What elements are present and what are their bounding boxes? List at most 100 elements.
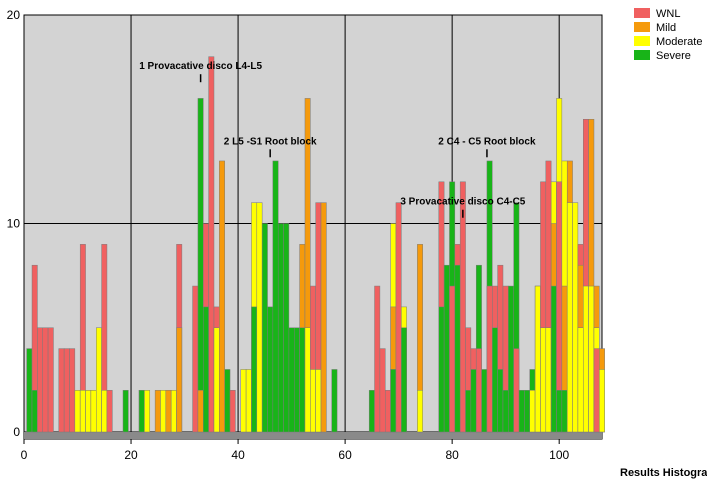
bar-wnl: [395, 202, 402, 433]
bar-severe: [26, 348, 33, 433]
bars-group: [26, 56, 605, 433]
bar-severe: [331, 369, 338, 433]
bar-wnl: [42, 327, 49, 433]
bar-moderate: [256, 202, 263, 433]
legend-swatch-moderate: [634, 36, 650, 46]
bar-wnl: [379, 348, 386, 433]
bar-wnl: [374, 285, 381, 433]
x-tick-label: 20: [124, 448, 138, 462]
annotations-group: 1 Provacative disco L4-L5 2 L5 -S1 Root b…: [139, 61, 536, 218]
bar-severe: [438, 306, 445, 433]
bar-severe: [368, 390, 375, 433]
bar-wnl: [63, 348, 70, 433]
legend-swatch-severe: [634, 50, 650, 60]
bar-severe: [470, 369, 477, 433]
y-tick-label: 10: [7, 217, 21, 231]
bar-severe: [556, 390, 563, 433]
bar-wnl: [459, 181, 466, 433]
bar-wnl: [593, 348, 600, 433]
bar-moderate: [529, 390, 536, 433]
bar-mild: [197, 390, 204, 433]
bar-severe: [203, 306, 209, 433]
bar-wnl: [58, 348, 65, 433]
bar-severe: [390, 369, 397, 433]
bar-severe: [550, 285, 557, 433]
bar-wnl: [192, 285, 199, 433]
bar-mild: [165, 390, 172, 433]
bar-severe: [251, 306, 258, 433]
bar-mild: [176, 327, 183, 433]
x-tick-label: 0: [21, 448, 28, 462]
bar-severe: [299, 327, 306, 433]
bar-moderate: [304, 327, 311, 433]
bar-moderate: [572, 202, 579, 433]
bar-severe: [197, 98, 204, 433]
x-tick-label: 40: [231, 448, 245, 462]
legend-swatch-mild: [634, 22, 650, 32]
bar-wnl: [449, 285, 456, 433]
y-tick-label: 0: [13, 425, 20, 439]
x-axis-ticks: 0 20 40 60 80 100: [21, 439, 570, 462]
bar-moderate: [310, 369, 316, 433]
bar-severe: [502, 390, 509, 433]
annotation-label: 2 C4 - C5 Root block: [438, 136, 536, 147]
bar-moderate: [417, 390, 423, 433]
bar-mild: [219, 160, 225, 433]
bar-severe: [492, 327, 498, 433]
bar-mild: [320, 202, 327, 433]
bar-wnl: [37, 327, 43, 433]
bar-moderate: [583, 285, 589, 433]
bar-moderate: [90, 390, 97, 433]
bar-moderate: [160, 390, 167, 433]
bar-moderate: [599, 369, 605, 433]
bar-severe: [561, 390, 568, 433]
bar-severe: [497, 369, 504, 433]
bar-moderate: [79, 390, 86, 433]
legend-label-severe: Severe: [656, 50, 691, 62]
bar-severe: [224, 369, 231, 433]
bar-wnl: [47, 327, 54, 433]
bar-wnl: [385, 390, 391, 433]
bar-moderate: [85, 390, 92, 433]
annotation-label: 2 L5 -S1 Root block: [224, 136, 317, 147]
legend-label-moderate: Moderate: [656, 36, 702, 48]
bar-moderate: [315, 369, 322, 433]
bar-mild: [154, 390, 161, 433]
x-tick-label: 60: [338, 448, 352, 462]
footer-label: Results Histogram: [620, 467, 707, 479]
bar-moderate: [588, 285, 595, 433]
bar-moderate: [213, 327, 220, 433]
bar-wnl: [486, 285, 493, 433]
bar-wnl: [69, 348, 76, 433]
bar-severe: [122, 390, 129, 433]
bar-wnl: [475, 348, 482, 433]
bar-severe: [261, 223, 268, 433]
bar-severe: [288, 327, 295, 433]
bar-severe: [524, 390, 530, 433]
bar-severe: [443, 264, 450, 433]
y-tick-label: 20: [7, 8, 21, 22]
legend-label-wnl: WNL: [656, 8, 680, 20]
x-tick-label: 100: [549, 448, 569, 462]
bar-wnl: [106, 390, 113, 433]
bar-severe: [294, 327, 300, 433]
bar-severe: [401, 327, 407, 433]
bar-moderate: [577, 327, 584, 433]
baseline-band: [24, 432, 602, 439]
bar-moderate: [566, 202, 573, 433]
legend-label-mild: Mild: [656, 22, 676, 34]
annotation-label: 3 Provacative disco C4-C5: [400, 197, 525, 208]
bar-severe: [31, 390, 38, 433]
bar-wnl: [208, 56, 215, 433]
bar-moderate: [545, 327, 552, 433]
bar-moderate: [96, 327, 102, 433]
bar-severe: [518, 390, 525, 433]
legend: WNL Mild Moderate Severe: [634, 8, 702, 62]
bar-severe: [454, 264, 461, 433]
bar-moderate: [245, 369, 252, 433]
x-tick-label: 80: [445, 448, 459, 462]
bar-severe: [508, 285, 514, 433]
bar-moderate: [170, 390, 177, 433]
bar-wnl: [513, 348, 520, 433]
